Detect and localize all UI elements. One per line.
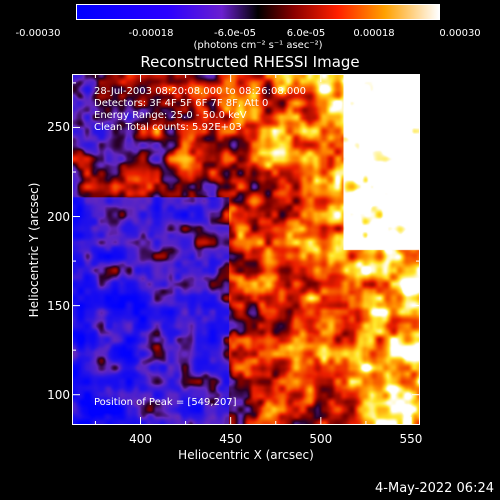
colorbar-gradient (77, 5, 439, 19)
annotation-counts: Clean Total counts: 5.92E+03 (94, 122, 242, 133)
annotation-detectors: Detectors: 3F 4F 5F 6F 7F 8F, Att 0 (94, 98, 269, 109)
x-tick-label: 550 (399, 432, 423, 446)
x-tick-label: 500 (309, 432, 333, 446)
colorbar-tick-label: 0.00030 (439, 28, 481, 39)
x-axis-label: Heliocentric X (arcsec) (178, 448, 314, 462)
annotation-time-range: 28-Jul-2003 08:20:08.000 to 08:26:08.000 (94, 86, 306, 97)
heatmap-image (73, 75, 419, 424)
colorbar-tick-label: 6.0e-05 (286, 28, 326, 39)
annotation-energy-range: Energy Range: 25.0 - 50.0 keV (94, 110, 247, 121)
y-tick-label: 100 (47, 387, 70, 402)
x-tick-label: 400 (129, 432, 152, 446)
annotation-peak-position: Position of Peak = [549,207] (94, 397, 237, 408)
colorbar-tick-label: -0.00018 (128, 28, 174, 39)
x-tick-label: 450 (219, 432, 243, 446)
colorbar-tick-label: 0.00018 (353, 28, 395, 39)
colorbar-tick-label: -6.0e-05 (214, 28, 256, 39)
colorbar-tick-label: -0.00030 (15, 28, 61, 39)
y-tick-label: 200 (47, 209, 70, 224)
y-axis-label: Heliocentric Y (arcsec) (27, 182, 41, 318)
y-tick-label: 250 (47, 120, 70, 135)
colorbar (76, 4, 440, 20)
plot-area (72, 74, 420, 425)
colorbar-units: (photons cm⁻² s⁻¹ asec⁻²) (193, 40, 323, 51)
chart-title: Reconstructed RHESSI Image (140, 53, 360, 71)
plot-timestamp: 4-May-2022 06:24 (375, 481, 494, 496)
y-tick-label: 150 (47, 298, 70, 313)
